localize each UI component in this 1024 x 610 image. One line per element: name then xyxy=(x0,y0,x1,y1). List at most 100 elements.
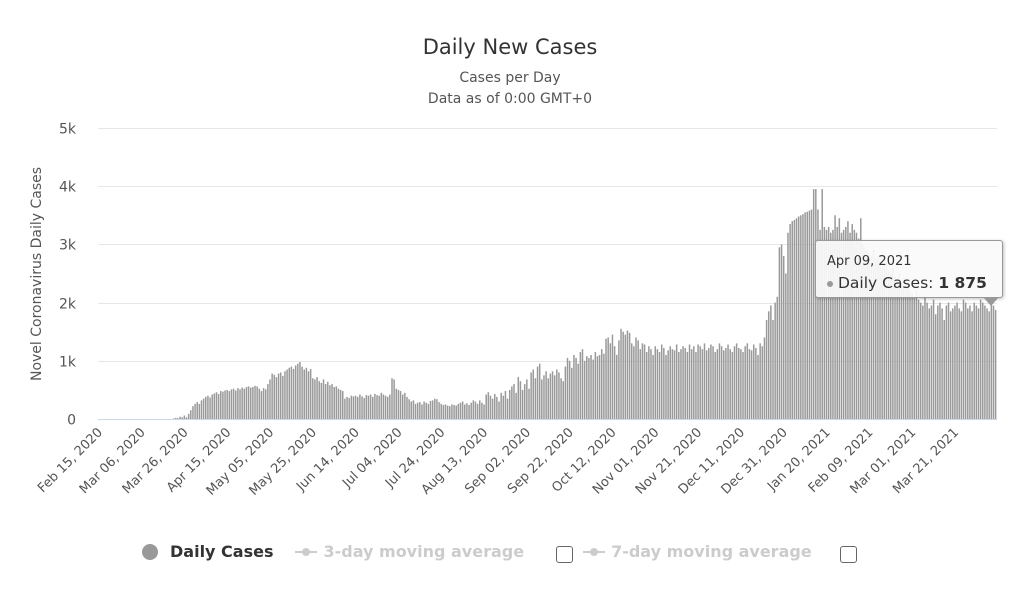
bar[interactable] xyxy=(605,338,607,419)
bar[interactable] xyxy=(517,377,520,419)
bar[interactable] xyxy=(425,402,427,419)
bar[interactable] xyxy=(414,403,417,419)
bar[interactable] xyxy=(541,379,543,419)
bar[interactable] xyxy=(391,378,393,419)
bar[interactable] xyxy=(755,348,757,419)
bar[interactable] xyxy=(359,394,361,419)
bar[interactable] xyxy=(318,381,320,419)
bar[interactable] xyxy=(449,406,451,419)
bar[interactable] xyxy=(363,398,365,419)
bar[interactable] xyxy=(765,320,768,419)
bar[interactable] xyxy=(339,389,342,419)
bar[interactable] xyxy=(329,385,331,419)
bar[interactable] xyxy=(566,357,569,419)
bar[interactable] xyxy=(521,389,524,419)
bar[interactable] xyxy=(830,232,832,419)
bar[interactable] xyxy=(399,391,402,419)
bar[interactable] xyxy=(588,357,590,419)
bar[interactable] xyxy=(220,391,222,419)
bar[interactable] xyxy=(988,311,990,419)
bar[interactable] xyxy=(301,366,303,419)
bar[interactable] xyxy=(337,388,340,419)
bar-series-daily-cases[interactable] xyxy=(98,189,997,420)
bar[interactable] xyxy=(845,226,847,419)
bar[interactable] xyxy=(502,395,505,419)
bar[interactable] xyxy=(964,302,967,419)
bar[interactable] xyxy=(190,410,192,419)
bar[interactable] xyxy=(740,349,742,419)
bar[interactable] xyxy=(327,381,329,419)
bar[interactable] xyxy=(476,403,479,419)
bar[interactable] xyxy=(825,229,828,419)
bar[interactable] xyxy=(896,279,898,419)
bar[interactable] xyxy=(438,402,440,419)
bar[interactable] xyxy=(870,256,873,419)
bar[interactable] xyxy=(819,229,821,419)
bar[interactable] xyxy=(937,305,939,419)
bar[interactable] xyxy=(812,189,815,419)
bar[interactable] xyxy=(990,302,993,419)
bar[interactable] xyxy=(778,247,781,419)
bar[interactable] xyxy=(408,399,410,419)
bar[interactable] xyxy=(836,226,838,419)
bar[interactable] xyxy=(172,418,175,419)
bar[interactable] xyxy=(971,311,973,419)
bar[interactable] xyxy=(849,232,851,419)
bar[interactable] xyxy=(446,405,449,419)
bar[interactable] xyxy=(919,302,922,419)
bar[interactable] xyxy=(795,218,798,419)
bar[interactable] xyxy=(857,238,860,419)
bar[interactable] xyxy=(292,368,295,419)
bar[interactable] xyxy=(314,379,316,419)
bar[interactable] xyxy=(748,349,751,419)
bar[interactable] xyxy=(256,386,258,419)
bar[interactable] xyxy=(930,305,933,419)
bar[interactable] xyxy=(714,352,716,419)
bar[interactable] xyxy=(633,346,635,419)
bar[interactable] xyxy=(958,308,960,419)
bar[interactable] xyxy=(663,348,665,419)
bar[interactable] xyxy=(834,215,836,419)
bar[interactable] xyxy=(198,403,201,419)
bar[interactable] xyxy=(586,356,588,419)
bar[interactable] xyxy=(207,395,209,419)
bar[interactable] xyxy=(288,367,291,419)
bar[interactable] xyxy=(761,346,764,419)
bar[interactable] xyxy=(645,352,648,419)
bar[interactable] xyxy=(744,346,746,419)
bar[interactable] xyxy=(909,290,911,419)
bar[interactable] xyxy=(678,352,680,419)
bar[interactable] xyxy=(695,352,697,419)
7-day-average-checkbox[interactable] xyxy=(839,546,857,563)
bar[interactable] xyxy=(712,346,714,419)
bar[interactable] xyxy=(860,218,862,419)
bar[interactable] xyxy=(639,349,642,419)
bar[interactable] xyxy=(290,366,293,419)
bar[interactable] xyxy=(898,273,901,420)
bar[interactable] xyxy=(596,356,599,419)
bar[interactable] xyxy=(299,361,301,419)
bar[interactable] xyxy=(571,367,573,419)
bar[interactable] xyxy=(228,391,231,419)
bar[interactable] xyxy=(421,404,423,419)
bar[interactable] xyxy=(376,395,378,419)
bar[interactable] xyxy=(384,395,387,419)
bar[interactable] xyxy=(738,348,740,419)
bar[interactable] xyxy=(404,392,406,419)
bar[interactable] xyxy=(196,402,198,419)
3-day-average-checkbox[interactable] xyxy=(556,546,574,563)
bar[interactable] xyxy=(243,388,246,419)
bar[interactable] xyxy=(680,349,682,419)
bar[interactable] xyxy=(924,296,926,419)
bar[interactable] xyxy=(609,343,612,419)
bar[interactable] xyxy=(842,229,845,419)
bar[interactable] xyxy=(350,395,353,419)
bar[interactable] xyxy=(491,398,494,419)
bar[interactable] xyxy=(941,308,943,419)
bar[interactable] xyxy=(249,387,252,419)
bar[interactable] xyxy=(442,405,445,419)
bar[interactable] xyxy=(254,385,256,419)
bar[interactable] xyxy=(832,229,834,419)
bar[interactable] xyxy=(581,349,584,419)
bar[interactable] xyxy=(915,290,918,419)
